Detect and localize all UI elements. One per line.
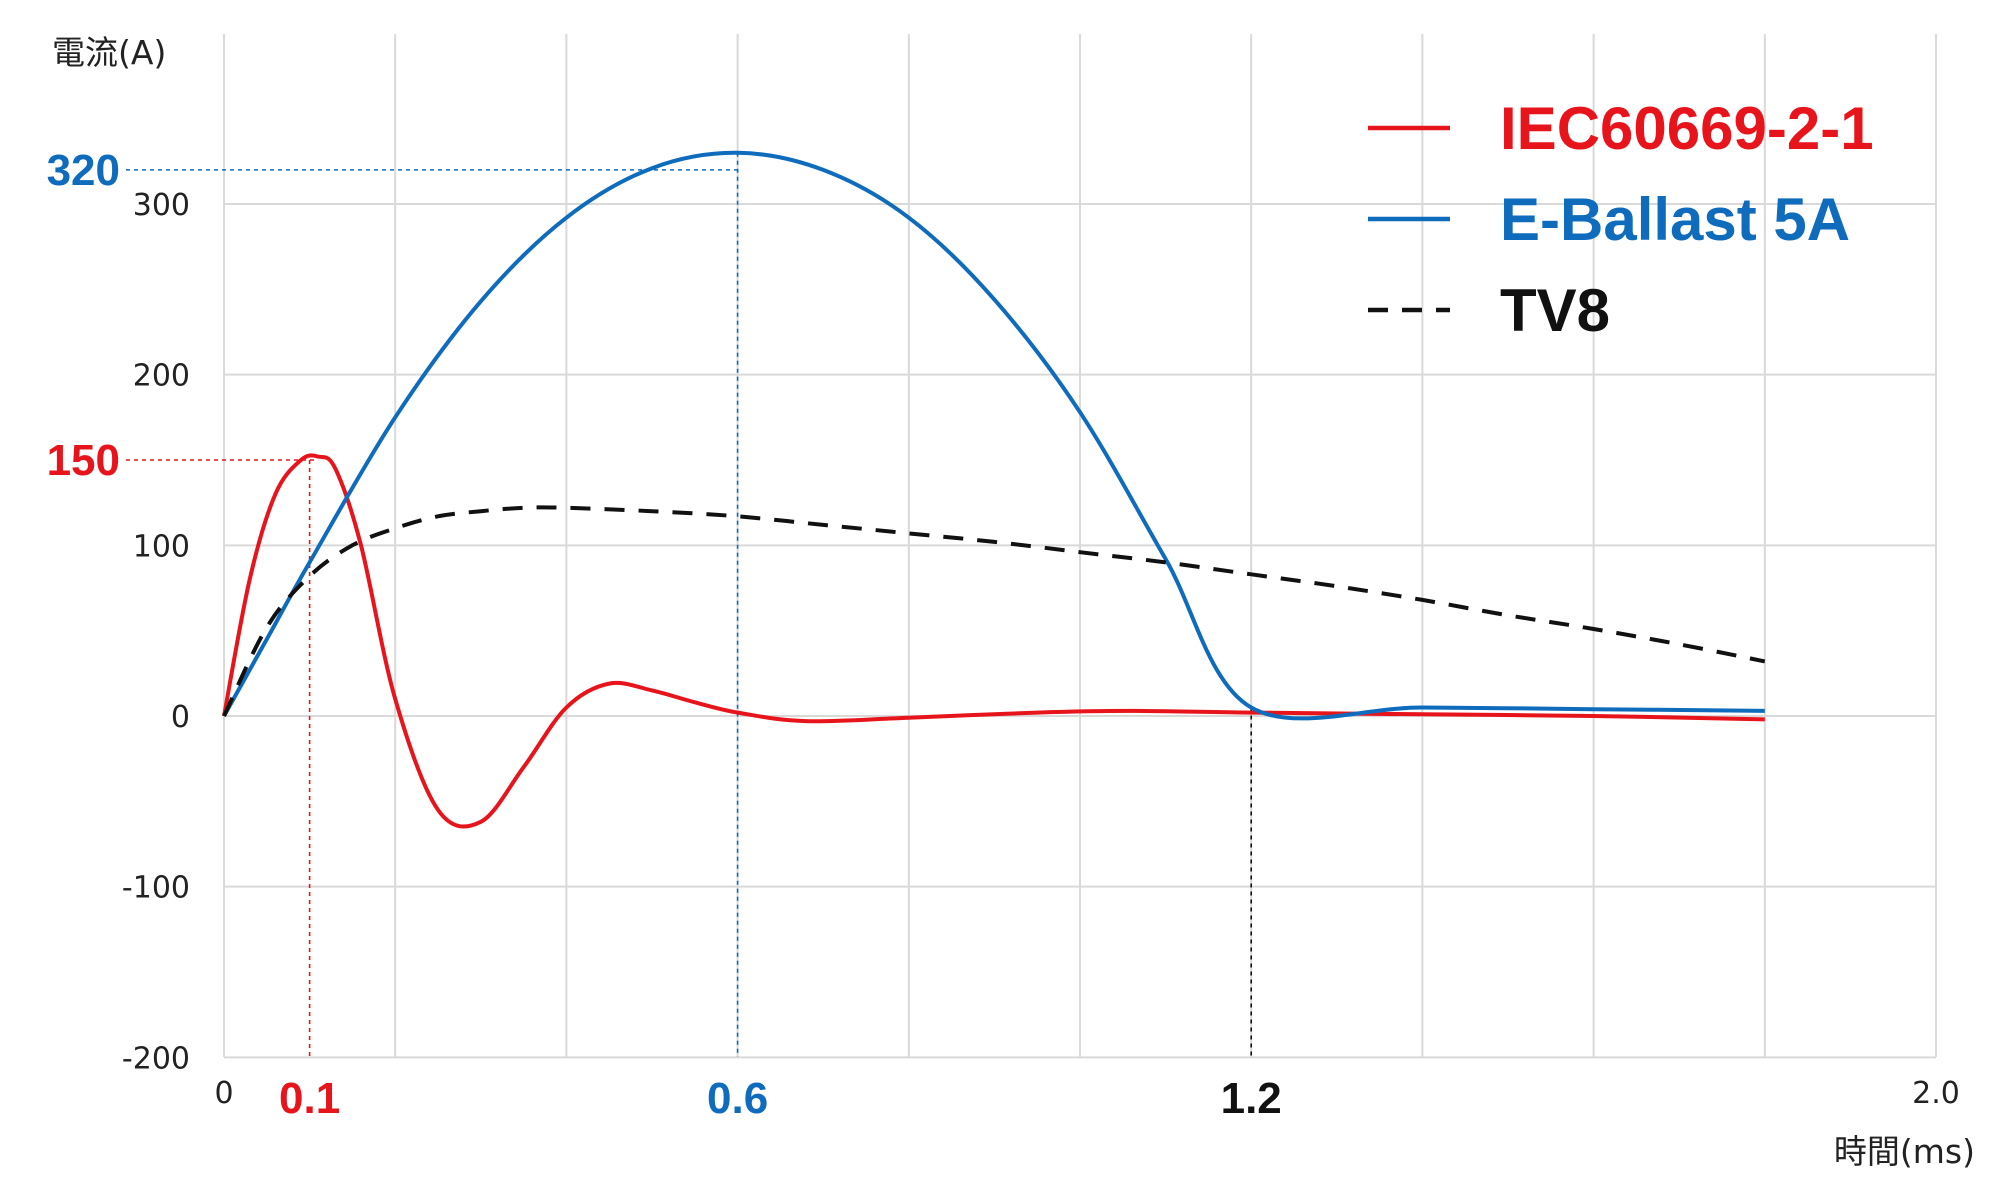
legend-label-e-ballast-5a: E-Ballast 5A: [1500, 186, 1850, 253]
y-tick-label: 300: [133, 188, 190, 223]
y-tick-label: -200: [122, 1041, 190, 1076]
y-tick-label: 100: [133, 529, 190, 564]
callout-label-y-320: 320: [47, 146, 120, 195]
series-line-e-ballast-5a: [222, 150, 1765, 721]
y-tick-label: 200: [133, 359, 190, 394]
tick-labels: 300 200 100 0 -100 -200 0 2.0: [122, 188, 1960, 1111]
annotation-guides: [126, 152, 1252, 1057]
y-tick-label: 0: [171, 700, 190, 735]
callout-label-x-0-1: 0.1: [279, 1074, 340, 1123]
x-axis-title: 時間(ms): [1834, 1132, 1975, 1171]
legend-label-iec60669-2-1: IEC60669-2-1: [1500, 95, 1874, 162]
callout-label-y-150: 150: [47, 436, 120, 485]
callout-label-x-1-2: 1.2: [1221, 1074, 1282, 1123]
x-tick-label: 0: [214, 1076, 233, 1111]
callout-label-x-0-6: 0.6: [707, 1074, 768, 1123]
series-line-iec60669-2-1: [222, 453, 1765, 829]
x-tick-label: 2.0: [1912, 1076, 1960, 1111]
y-axis-title: 電流(A): [52, 33, 166, 72]
y-tick-label: -100: [122, 871, 190, 906]
series-line-tv8: [222, 505, 1766, 717]
legend-label-tv8: TV8: [1500, 277, 1610, 344]
legend: IEC60669-2-1 E-Ballast 5A TV8: [1368, 95, 1874, 344]
gridlines: [223, 34, 1937, 1059]
annotation-labels: 320 150 0.1 0.6 1.2: [47, 146, 1282, 1123]
series-lines: [222, 150, 1766, 829]
